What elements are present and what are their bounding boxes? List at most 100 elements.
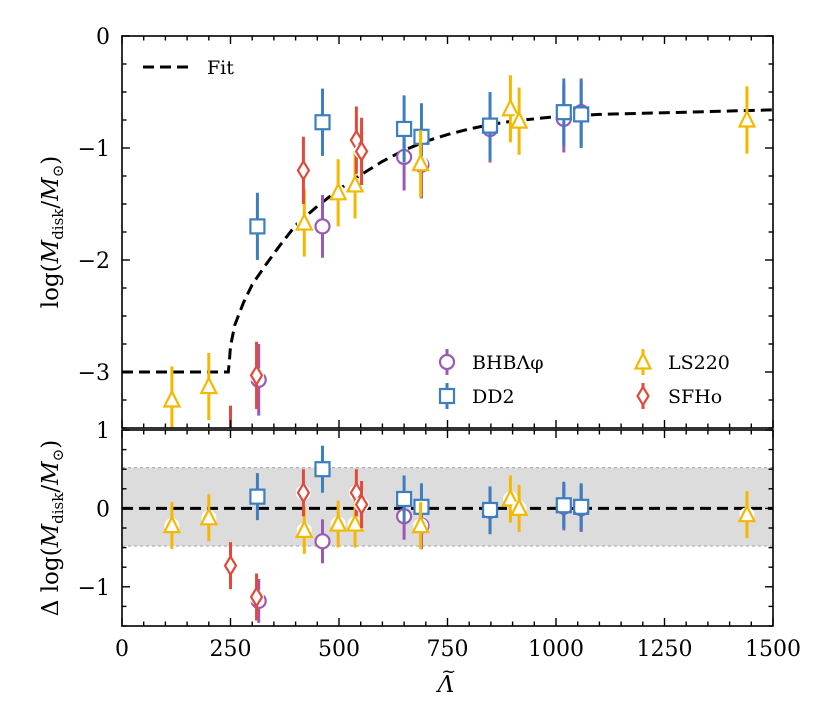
legend-fit-label: Fit (207, 57, 234, 79)
top-square-marker-bg-4 (482, 118, 498, 134)
bottom-triangle-marker-bg-4 (347, 516, 363, 532)
top-triangle-marker-1 (199, 375, 219, 395)
top-square-marker-0 (249, 218, 266, 235)
top-triangle-marker-6 (501, 97, 520, 117)
legend-circle-label: BHBΛφ (472, 352, 544, 374)
legend-triangle-bg (635, 354, 651, 370)
residual-band (122, 467, 773, 547)
x-tick-label-5: 1250 (637, 637, 693, 662)
x-tick-label-6: 1500 (745, 637, 801, 662)
top-triangle-marker-5 (411, 152, 430, 172)
bottom-square-marker-bg-6 (573, 499, 589, 515)
bottom-triangle-marker-5 (411, 514, 430, 534)
bottom-square-marker-bg-4 (482, 502, 498, 518)
top-triangle-marker-bg-3 (330, 185, 346, 201)
top-triangle-marker-4 (345, 174, 365, 193)
bottom-square-marker-bg-5 (556, 497, 572, 513)
bottom-triangle-marker-bg-2 (296, 522, 312, 538)
top-square-marker-4 (481, 117, 499, 134)
legend-square-label: DD2 (472, 386, 515, 408)
bottom-triangle-marker-1 (199, 506, 219, 526)
bottom-square-marker-6 (573, 498, 590, 515)
bottom-circle-marker-1 (314, 533, 331, 550)
bottom-square-marker-0 (249, 488, 266, 505)
bottom-diamond-marker-2 (296, 481, 311, 504)
bottom-ytick-label-2: −1 (78, 576, 110, 601)
legend-diamond-marker (636, 384, 650, 408)
bottom-triangle-marker-bg-1 (201, 510, 217, 526)
x-tick-label-2: 500 (318, 637, 360, 662)
bottom-triangle-marker-bg-5 (413, 518, 429, 534)
top-triangle-marker-bg-0 (164, 392, 180, 408)
bottom-square-marker-4 (481, 501, 499, 519)
top-y-tick-labels: 0 −1 −2 −3 (78, 25, 110, 386)
bottom-square-marker-2 (396, 490, 413, 508)
bottom-diamond-marker-1 (249, 585, 264, 609)
top-square-marker-bg-5 (556, 104, 572, 120)
x-tick-label-4: 1000 (528, 637, 584, 662)
top-diamond-marker-4 (354, 140, 369, 163)
top-legend: Fit BHBΛφ DD2 LS220 SFHo (143, 57, 730, 409)
top-triangle-marker-8 (737, 109, 757, 128)
legend-square-bg (439, 388, 455, 404)
bottom-square-marker-1 (314, 461, 331, 478)
bottom-diamond-marker-4 (354, 493, 369, 516)
top-diamond-marker-1 (249, 364, 264, 387)
bottom-triangle-marker-bg-0 (164, 518, 180, 534)
bottom-triangle-marker-bg-7 (511, 500, 527, 516)
bottom-triangle-marker-6 (501, 488, 520, 507)
bottom-triangle-marker-7 (509, 497, 529, 517)
x-tick-label-0: 0 (115, 637, 129, 662)
top-triangle-marker-bg-2 (296, 215, 312, 231)
top-square-marker-2 (396, 120, 413, 138)
top-square-marker-bg-1 (315, 114, 331, 130)
top-triangle-marker-2 (295, 212, 314, 231)
top-triangle-marker-bg-7 (511, 113, 527, 129)
top-circle-marker-1 (314, 218, 331, 235)
legend-triangle-marker (633, 351, 653, 370)
bottom-plot-area (122, 445, 773, 623)
top-triangle-marker-0 (162, 389, 182, 408)
top-square-marker-6 (573, 106, 590, 123)
bottom-square-marker-bg-2 (396, 491, 412, 507)
top-ticks (121, 35, 774, 429)
legend-circle-marker (438, 353, 456, 371)
x-tick-label-3: 750 (427, 637, 469, 662)
top-triangle-marker-bg-5 (413, 156, 429, 172)
bottom-triangle-marker-bg-6 (502, 491, 518, 507)
bottom-triangle-marker-2 (295, 519, 314, 538)
bottom-diamond-marker-0 (223, 554, 238, 577)
top-square-marker-bg-0 (249, 218, 265, 234)
fit-curve (122, 108, 773, 374)
top-ytick-label-2: −2 (78, 249, 110, 274)
bottom-triangle-marker-8 (737, 503, 757, 523)
bottom-triangle-marker-0 (162, 514, 182, 534)
top-triangle-marker-7 (509, 110, 529, 129)
legend-square-marker (438, 387, 456, 405)
bottom-panel: 1 0 −1 0 250 500 750 1000 1250 1500 Δ log(Mdisk/… (38, 419, 801, 698)
top-ytick-label-1: −1 (78, 137, 110, 162)
bottom-triangle-marker-bg-3 (330, 516, 346, 532)
bottom-ytick-label-1: 0 (96, 497, 110, 522)
top-panel: 0 −1 −2 −3 Fit BHBΛφ DD2 LS220 SFHo log(Mdisk/M… (38, 25, 774, 429)
bottom-square-marker-5 (555, 497, 572, 514)
bottom-ticks (121, 429, 774, 627)
top-ytick-label-3: −3 (78, 361, 110, 386)
bottom-ytick-label-0: 1 (96, 419, 110, 444)
bottom-triangle-marker-3 (328, 513, 348, 532)
top-diamond-marker-2 (296, 159, 311, 182)
top-triangle-marker-bg-4 (347, 177, 363, 193)
x-tick-labels: 0 250 500 750 1000 1250 1500 (115, 637, 801, 662)
top-triangle-marker-bg-6 (502, 101, 518, 117)
legend-diamond-label: SFHo (668, 386, 722, 408)
bottom-square-marker-bg-0 (249, 489, 265, 505)
top-ytick-label-0: 0 (96, 25, 110, 50)
top-square-marker-5 (555, 104, 572, 121)
top-triangle-marker-bg-1 (201, 379, 217, 395)
top-square-marker-bg-2 (396, 121, 412, 137)
top-plot-area (122, 75, 773, 428)
bottom-y-tick-labels: 1 0 −1 (78, 419, 110, 601)
top-square-marker-1 (314, 114, 331, 131)
